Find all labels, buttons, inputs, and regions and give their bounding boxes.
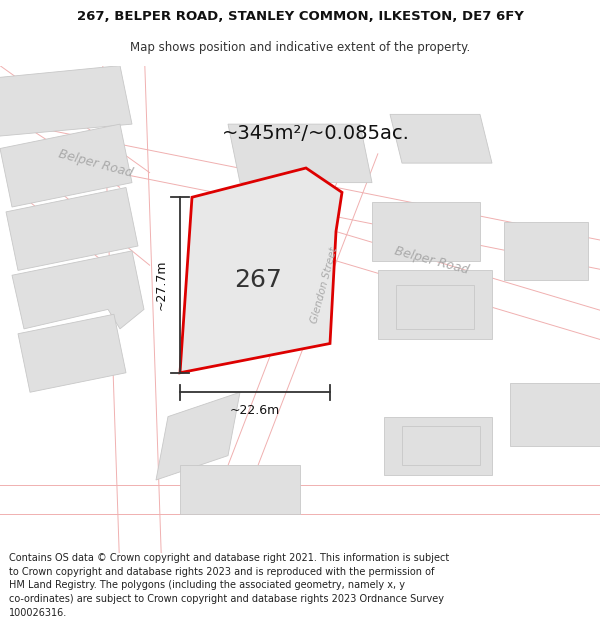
Polygon shape xyxy=(156,392,240,480)
Text: Glendon Street: Glendon Street xyxy=(309,246,339,324)
Polygon shape xyxy=(390,114,492,163)
Polygon shape xyxy=(396,285,474,329)
Text: ~345m²/~0.085ac.: ~345m²/~0.085ac. xyxy=(222,124,410,143)
Polygon shape xyxy=(384,417,492,475)
Polygon shape xyxy=(510,382,600,446)
Polygon shape xyxy=(402,426,480,466)
Polygon shape xyxy=(0,66,132,139)
Text: ~22.6m: ~22.6m xyxy=(230,404,280,418)
Polygon shape xyxy=(180,168,342,372)
Text: Contains OS data © Crown copyright and database right 2021. This information is : Contains OS data © Crown copyright and d… xyxy=(9,553,449,618)
Text: 267, BELPER ROAD, STANLEY COMMON, ILKESTON, DE7 6FY: 267, BELPER ROAD, STANLEY COMMON, ILKEST… xyxy=(77,10,523,23)
Text: ~27.7m: ~27.7m xyxy=(155,260,168,310)
Polygon shape xyxy=(0,124,132,207)
Polygon shape xyxy=(6,188,138,271)
Text: Belper Road: Belper Road xyxy=(58,147,134,179)
Polygon shape xyxy=(378,271,492,339)
Polygon shape xyxy=(18,314,126,392)
Polygon shape xyxy=(228,124,372,182)
Text: 267: 267 xyxy=(234,268,282,292)
Polygon shape xyxy=(180,466,300,514)
Text: Belper Road: Belper Road xyxy=(394,244,470,277)
Polygon shape xyxy=(12,251,144,329)
Polygon shape xyxy=(372,202,480,261)
Polygon shape xyxy=(504,222,588,280)
Text: Map shows position and indicative extent of the property.: Map shows position and indicative extent… xyxy=(130,41,470,54)
